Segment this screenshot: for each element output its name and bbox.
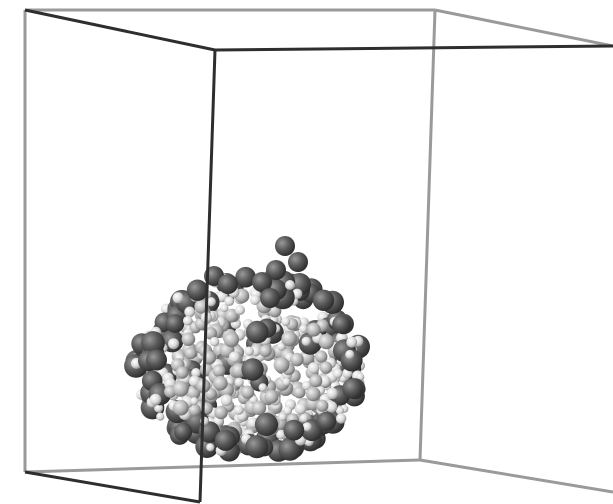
atom: [315, 350, 327, 362]
atom: [214, 406, 228, 420]
atom: [252, 401, 266, 415]
atom: [264, 390, 278, 404]
atom: [283, 420, 304, 441]
box-edge: [420, 10, 435, 460]
atom: [173, 381, 189, 397]
atom: [224, 332, 239, 347]
atom: [278, 413, 286, 421]
atom: [246, 321, 269, 344]
atom: [185, 347, 197, 359]
atom: [313, 290, 334, 311]
atom: [187, 280, 208, 301]
atom: [309, 374, 322, 387]
atom: [213, 376, 228, 391]
atom: [173, 292, 184, 303]
box-edge: [25, 472, 200, 502]
atom: [255, 413, 278, 436]
atom: [206, 443, 214, 451]
atom: [241, 358, 263, 380]
atom: [168, 338, 179, 349]
atom: [259, 345, 271, 357]
atom: [308, 362, 320, 374]
box-edge: [25, 460, 420, 472]
atom: [176, 366, 188, 378]
atom: [184, 307, 195, 318]
atom: [213, 364, 226, 377]
atom: [333, 369, 343, 379]
atom: [218, 274, 238, 294]
atom: [245, 435, 268, 458]
atom: [295, 403, 307, 415]
atom: [282, 378, 290, 386]
atom: [281, 331, 297, 347]
atom: [342, 378, 363, 399]
atom: [215, 430, 236, 451]
atom: [345, 350, 354, 359]
box-edge: [25, 10, 215, 50]
atom: [281, 317, 290, 326]
atom: [336, 413, 346, 423]
atom: [317, 412, 336, 431]
atom: [307, 323, 321, 337]
atom: [306, 387, 321, 402]
atom: [260, 288, 280, 308]
atom: [183, 316, 193, 326]
molecule: [124, 236, 370, 462]
box-edge: [420, 460, 613, 492]
atom: [346, 337, 357, 348]
atom: [332, 315, 351, 334]
atom: [229, 351, 240, 362]
atom: [316, 400, 328, 412]
atom: [299, 325, 307, 333]
atom: [285, 280, 295, 290]
atom: [259, 383, 267, 391]
atom: [174, 423, 192, 441]
atom: [300, 414, 308, 422]
atom: [190, 397, 198, 405]
atom: [274, 357, 290, 373]
atom: [319, 334, 334, 349]
box-edge: [435, 10, 613, 46]
page: (() => { const g = document.getElementBy…: [0, 0, 613, 504]
atom: [156, 413, 164, 421]
atom: [150, 394, 162, 406]
atom: [327, 388, 339, 400]
box-edge: [215, 46, 613, 50]
atom: [235, 378, 244, 387]
atom: [241, 386, 254, 399]
atom: [146, 350, 167, 371]
scene: [0, 0, 613, 504]
atom: [275, 236, 295, 256]
atom: [245, 347, 254, 356]
atom: [221, 394, 233, 406]
atom: [302, 337, 311, 346]
atom: [182, 332, 196, 346]
atom: [235, 305, 245, 315]
atom: [250, 295, 260, 305]
atom: [234, 405, 244, 415]
atom: [210, 337, 220, 347]
atom: [173, 400, 189, 416]
atom: [166, 314, 185, 333]
atom: [320, 361, 332, 373]
atom: [288, 252, 308, 272]
atom: [290, 353, 304, 367]
